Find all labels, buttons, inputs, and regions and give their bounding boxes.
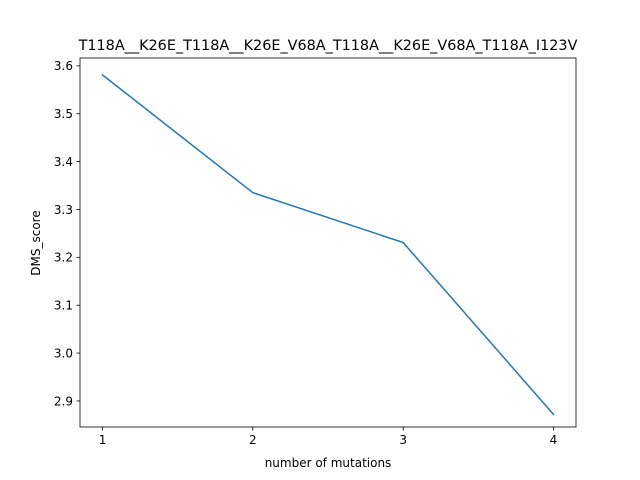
y-axis-label: DMS_score xyxy=(29,210,43,275)
y-tick-label: 3.3 xyxy=(54,203,73,217)
series-line xyxy=(101,73,555,416)
axes-frame xyxy=(79,57,577,428)
y-tick-label: 3.2 xyxy=(54,251,73,265)
chart-title: T118A__K26E_T118A__K26E_V68A_T118A__K26E… xyxy=(78,38,578,54)
y-tick-label: 3.4 xyxy=(54,155,73,169)
y-tick-label: 3.6 xyxy=(54,59,73,73)
series-layer xyxy=(101,73,555,416)
x-axis-label: number of mutations xyxy=(265,456,392,470)
y-tick-label: 3.0 xyxy=(54,346,73,360)
x-tick-label: 4 xyxy=(550,433,558,447)
tick-layer: 1 2 3 4 2.9 3.0 3.1 3.2 3.3 3.4 3.5 3.6 xyxy=(54,59,557,447)
y-tick-label: 3.1 xyxy=(54,299,73,313)
x-tick-label: 1 xyxy=(99,433,107,447)
y-tick-label: 2.9 xyxy=(54,394,73,408)
x-tick-label: 2 xyxy=(249,433,257,447)
x-tick-label: 3 xyxy=(399,433,407,447)
y-tick-label: 3.5 xyxy=(54,107,73,121)
plot-area xyxy=(80,58,576,427)
